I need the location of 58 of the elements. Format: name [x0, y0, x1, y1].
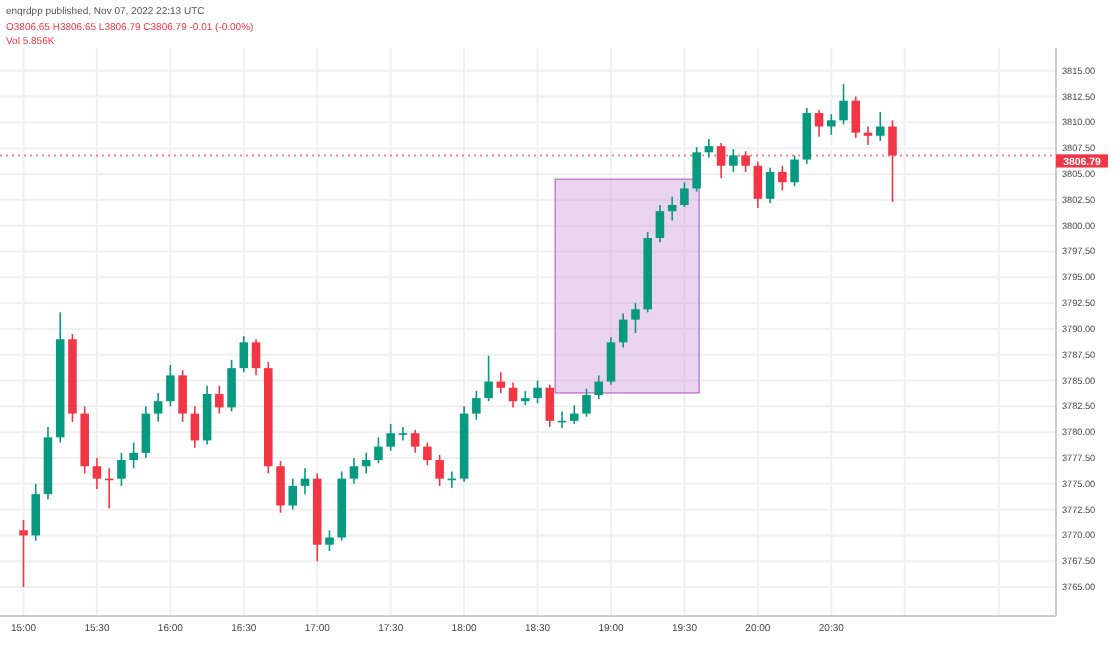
candlestick: [484, 354, 493, 402]
candlestick: [215, 384, 224, 415]
candlestick: [410, 429, 420, 454]
candlestick: [508, 381, 518, 409]
candlestick: [472, 390, 481, 421]
candlestick: [667, 195, 677, 222]
candlestick: [361, 452, 371, 475]
candlestick: [778, 164, 787, 192]
candlestick: [533, 379, 542, 405]
candlestick: [276, 460, 285, 514]
candlestick: [153, 392, 163, 423]
candlestick: [753, 160, 763, 209]
candlestick: [374, 436, 383, 464]
candlestick: [386, 423, 395, 452]
candlestick: [582, 388, 591, 418]
candlestick: [92, 457, 102, 490]
candlestick: [300, 467, 310, 495]
candlestick: [202, 384, 212, 446]
candlestick: [790, 154, 799, 188]
candlestick: [325, 529, 334, 552]
candlestick: [594, 374, 604, 400]
candlestick: [851, 95, 861, 139]
candlestick: [398, 426, 408, 442]
candlestick: [839, 83, 848, 126]
candlestick: [496, 371, 506, 394]
candlestick: [117, 452, 126, 487]
candlestick: [141, 405, 151, 459]
candlestick: [19, 519, 28, 588]
candlestick: [827, 113, 836, 136]
candlestick: [166, 364, 175, 408]
candlestick: [875, 111, 885, 142]
candlestick: [704, 138, 714, 159]
candlestick: [129, 441, 138, 470]
candlestick: [680, 181, 689, 208]
candlestick: [765, 167, 775, 204]
candlestick: [888, 119, 897, 203]
candlestick: [814, 109, 824, 138]
candlestick: [802, 107, 812, 165]
candlestick: [227, 359, 236, 413]
candlestick: [545, 383, 555, 428]
candlestick: [239, 335, 249, 374]
candlestick: [349, 457, 359, 485]
candlestick: [631, 302, 640, 334]
candlestick: [288, 477, 298, 511]
candlestick: [190, 405, 200, 449]
candlestick: [178, 369, 187, 423]
candlestick: [729, 148, 738, 173]
candlestick: [606, 336, 616, 386]
candlestick: [618, 312, 628, 349]
candlestick: [31, 483, 41, 542]
candlestick: [741, 150, 750, 173]
candlestick: [692, 146, 701, 193]
candlestick: [423, 441, 432, 467]
candlestick: [435, 454, 444, 487]
candlestick: [655, 204, 665, 243]
candlestick: [251, 338, 261, 377]
candlestick: [569, 404, 579, 425]
candlestick: [716, 142, 726, 179]
